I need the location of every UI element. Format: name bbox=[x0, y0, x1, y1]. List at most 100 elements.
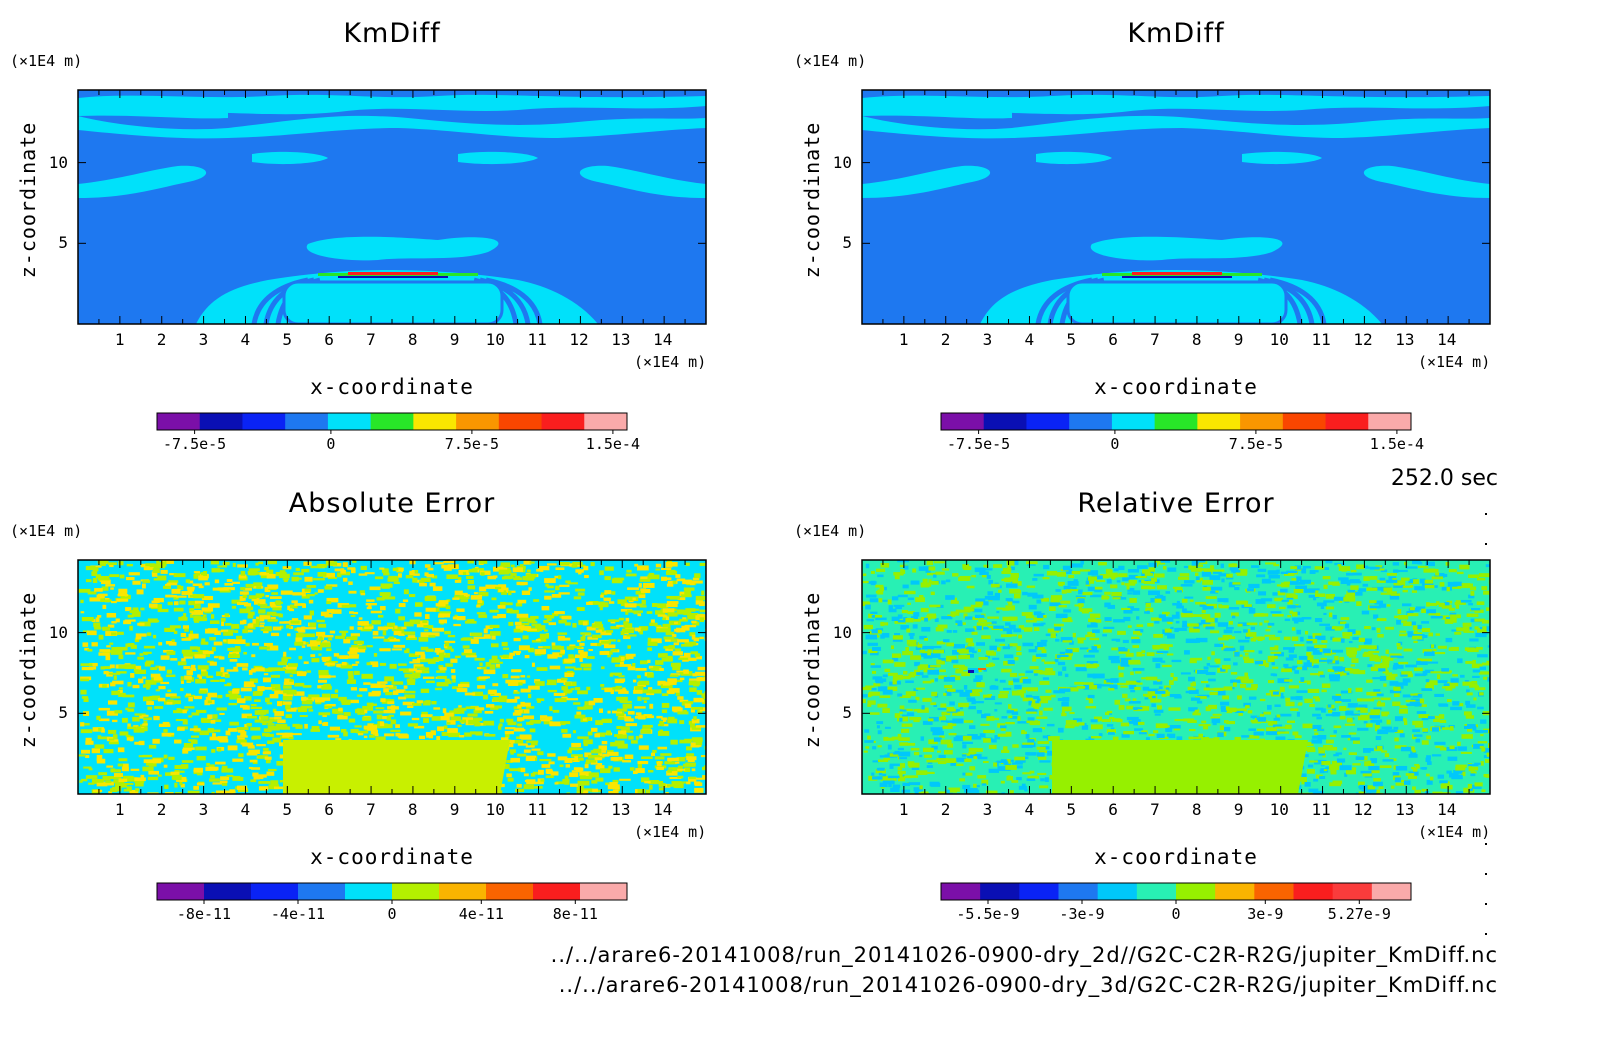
noise-cell bbox=[684, 641, 697, 646]
noise-cell bbox=[697, 709, 703, 714]
noise-cell bbox=[879, 755, 887, 758]
noise-cell bbox=[293, 572, 304, 576]
noise-cell bbox=[129, 625, 133, 631]
noise-cell bbox=[498, 723, 503, 727]
noise-cell bbox=[648, 687, 653, 690]
noise-cell bbox=[1049, 606, 1056, 611]
noise-cell bbox=[492, 683, 499, 687]
noise-cell bbox=[208, 764, 215, 769]
noise-cell bbox=[1141, 572, 1148, 578]
noise-cell bbox=[922, 747, 934, 752]
noise-cell bbox=[252, 691, 263, 696]
noise-cell bbox=[598, 732, 606, 737]
noise-cell bbox=[684, 767, 691, 773]
noise-cell bbox=[288, 608, 295, 612]
noise-cell bbox=[599, 605, 603, 611]
noise-cell bbox=[81, 666, 94, 671]
noise-cell bbox=[146, 632, 152, 636]
noise-cell bbox=[983, 738, 991, 743]
noise-cell bbox=[97, 735, 102, 740]
noise-cell bbox=[1441, 668, 1450, 672]
noise-cell bbox=[645, 789, 651, 794]
noise-cell bbox=[608, 639, 616, 642]
noise-cell bbox=[348, 675, 354, 680]
noise-cell bbox=[540, 779, 545, 782]
noise-cell bbox=[102, 684, 107, 688]
noise-cell bbox=[882, 659, 894, 664]
noise-cell bbox=[1450, 706, 1463, 711]
noise-cell bbox=[1402, 678, 1411, 683]
noise-cell bbox=[899, 710, 903, 714]
noise-cell bbox=[561, 686, 569, 691]
noise-cell bbox=[1408, 578, 1414, 584]
noise-cell bbox=[687, 614, 700, 620]
noise-cell bbox=[1468, 765, 1473, 769]
noise-cell bbox=[694, 782, 703, 786]
noise-cell bbox=[1132, 698, 1137, 701]
noise-cell bbox=[255, 562, 259, 566]
noise-cell bbox=[1376, 618, 1387, 622]
noise-cell bbox=[1164, 613, 1169, 616]
noise-cell bbox=[529, 561, 535, 564]
noise-cell bbox=[1217, 732, 1224, 738]
noise-cell bbox=[106, 710, 118, 716]
noise-cell bbox=[84, 723, 90, 726]
noise-cell bbox=[1480, 719, 1487, 724]
noise-cell bbox=[988, 662, 994, 667]
noise-cell bbox=[1018, 625, 1025, 630]
noise-cell bbox=[1353, 630, 1361, 636]
noise-cell bbox=[1363, 651, 1373, 655]
noise-cell bbox=[142, 766, 154, 772]
noise-cell bbox=[1322, 576, 1331, 580]
noise-cell bbox=[388, 714, 394, 717]
noise-cell bbox=[955, 609, 967, 613]
noise-cell bbox=[1108, 655, 1120, 660]
noise-cell bbox=[271, 632, 280, 637]
noise-cell bbox=[199, 730, 209, 736]
noise-cell bbox=[492, 566, 504, 572]
noise-cell bbox=[598, 745, 607, 751]
noise-cell bbox=[618, 617, 625, 621]
noise-cell bbox=[1040, 778, 1045, 782]
noise-cell bbox=[677, 639, 689, 643]
noise-cell bbox=[887, 599, 892, 605]
noise-cell bbox=[1267, 604, 1276, 609]
noise-cell bbox=[1088, 736, 1093, 739]
noise-cell bbox=[479, 586, 487, 592]
noise-cell bbox=[1313, 646, 1318, 652]
noise-cell bbox=[1198, 561, 1208, 565]
noise-cell bbox=[446, 574, 458, 580]
noise-cell bbox=[507, 681, 519, 686]
noise-cell bbox=[1260, 613, 1269, 617]
noise-cell bbox=[1481, 586, 1488, 591]
noise-cell bbox=[281, 701, 292, 705]
noise-cell bbox=[959, 706, 963, 710]
noise-cell bbox=[398, 633, 405, 636]
noise-cell bbox=[398, 663, 407, 666]
noise-cell bbox=[264, 756, 272, 760]
noise-cell bbox=[1380, 569, 1388, 573]
noise-cell bbox=[291, 600, 298, 604]
noise-cell bbox=[489, 631, 501, 636]
noise-cell bbox=[608, 790, 615, 794]
noise-cell bbox=[314, 698, 325, 703]
noise-cell bbox=[189, 646, 198, 650]
noise-cell bbox=[1058, 671, 1063, 676]
noise-cell bbox=[549, 706, 553, 711]
noise-cell bbox=[667, 678, 677, 683]
noise-cell bbox=[933, 737, 942, 742]
noise-cell bbox=[548, 622, 557, 626]
noise-cell bbox=[555, 567, 565, 571]
noise-cell bbox=[910, 616, 918, 620]
noise-cell bbox=[1055, 613, 1068, 619]
noise-cell bbox=[607, 784, 620, 790]
noise-cell bbox=[873, 683, 881, 687]
noise-cell bbox=[570, 783, 578, 787]
noise-cell bbox=[1376, 693, 1384, 697]
noise-cell bbox=[106, 612, 117, 618]
noise-cell bbox=[306, 585, 317, 588]
noise-cell bbox=[382, 685, 394, 688]
noise-cell bbox=[1425, 684, 1434, 690]
noise-cell bbox=[155, 689, 160, 692]
noise-cell bbox=[122, 782, 134, 786]
